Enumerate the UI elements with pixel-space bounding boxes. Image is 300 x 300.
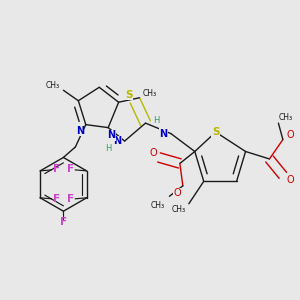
Text: CH₃: CH₃ xyxy=(46,81,60,90)
Text: H: H xyxy=(105,144,111,153)
Text: O: O xyxy=(286,175,294,185)
Text: F: F xyxy=(53,164,60,174)
Text: N: N xyxy=(113,136,121,146)
Text: F: F xyxy=(60,217,67,227)
Text: CH₃: CH₃ xyxy=(143,89,157,98)
Text: S: S xyxy=(125,90,133,100)
Text: F: F xyxy=(53,194,60,204)
Text: N: N xyxy=(76,126,84,136)
Text: O: O xyxy=(173,188,181,198)
Text: O: O xyxy=(149,148,157,158)
Text: F: F xyxy=(67,194,74,204)
Text: CH₃: CH₃ xyxy=(279,113,293,122)
Text: F: F xyxy=(67,164,74,174)
Text: S: S xyxy=(212,127,219,137)
Text: H: H xyxy=(153,116,159,124)
Text: N: N xyxy=(107,130,115,140)
Text: CH₃: CH₃ xyxy=(150,201,164,210)
Text: N: N xyxy=(159,129,167,139)
Text: CH₃: CH₃ xyxy=(171,205,185,214)
Text: O: O xyxy=(286,130,294,140)
